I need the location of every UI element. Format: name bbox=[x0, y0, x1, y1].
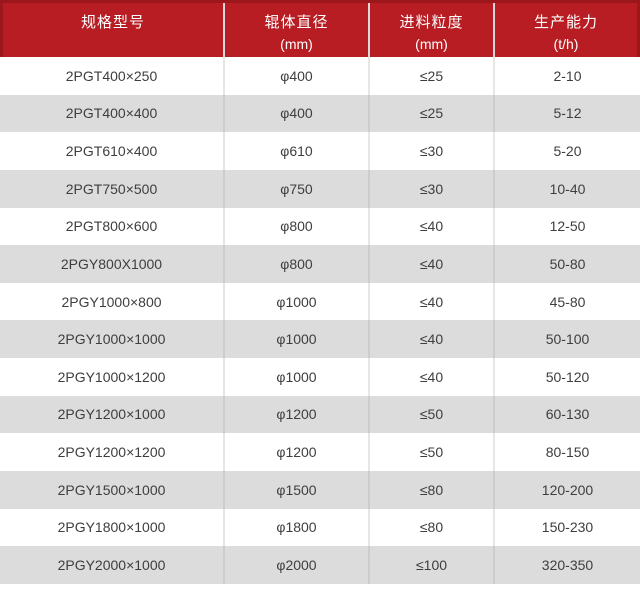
table-row: 2PGY1000×1000 φ1000 ≤40 50-100 bbox=[0, 320, 640, 358]
cell-model: 2PGY1500×1000 bbox=[0, 470, 225, 509]
table-row: 2PGY1800×1000 φ1800 ≤80 150-230 bbox=[0, 508, 640, 547]
header-label: 进料粒度 bbox=[399, 14, 464, 31]
cell-capacity: 60-130 bbox=[545, 406, 590, 423]
cell-feed-size: ≤40 bbox=[370, 282, 495, 321]
cell-capacity: 5-12 bbox=[553, 105, 582, 122]
table-row: 2PGT800×600 φ800 ≤40 12-50 bbox=[0, 207, 640, 246]
cell-feed-size: ≤40 bbox=[370, 320, 495, 358]
cell-diameter: φ2000 bbox=[225, 546, 370, 584]
header-label: 规格型号 bbox=[80, 14, 145, 31]
table-row: 2PGT610×400 φ610 ≤30 5-20 bbox=[0, 132, 640, 170]
header-col-feed-size: 进料粒度 (mm) bbox=[370, 3, 495, 57]
cell-model: 2PGT800×600 bbox=[0, 207, 225, 246]
cell-feed-size: ≤25 bbox=[370, 57, 495, 95]
table-row: 2PGY800X1000 φ800 ≤40 50-80 bbox=[0, 245, 640, 283]
cell-capacity: 150-230 bbox=[541, 519, 594, 536]
cell-diameter: φ1800 bbox=[225, 508, 370, 547]
cell-diameter: φ1200 bbox=[225, 395, 370, 434]
header-col-diameter: 辊体直径 (mm) bbox=[225, 3, 370, 57]
cell-diameter: φ1000 bbox=[225, 320, 370, 358]
cell-feed-size: ≤80 bbox=[370, 508, 495, 547]
cell-model: 2PGY800X1000 bbox=[0, 245, 225, 283]
cell-feed-size: ≤30 bbox=[370, 169, 495, 208]
cell-feed-size: ≤40 bbox=[370, 207, 495, 246]
header-unit: (mm) bbox=[415, 36, 448, 52]
cell-model: 2PGT610×400 bbox=[0, 132, 225, 170]
table-row: 2PGY1000×1200 φ1000 ≤40 50-120 bbox=[0, 358, 640, 396]
header-label: 生产能力 bbox=[533, 14, 598, 31]
cell-feed-size: ≤80 bbox=[370, 470, 495, 509]
cell-capacity: 50-100 bbox=[545, 331, 590, 348]
table-row: 2PGT400×250 φ400 ≤25 2-10 bbox=[0, 57, 640, 95]
cell-capacity: 120-200 bbox=[541, 481, 594, 498]
table-row: 2PGY2000×1000 φ2000 ≤100 320-350 bbox=[0, 546, 640, 584]
cell-model: 2PGY2000×1000 bbox=[0, 546, 225, 584]
cell-capacity: 12-50 bbox=[549, 218, 586, 235]
cell-model: 2PGY1000×800 bbox=[0, 282, 225, 321]
header-label: 辊体直径 bbox=[264, 14, 329, 31]
table-row: 2PGY1200×1200 φ1200 ≤50 80-150 bbox=[0, 433, 640, 471]
cell-capacity: 10-40 bbox=[549, 180, 586, 197]
cell-capacity: 5-20 bbox=[553, 143, 582, 160]
cell-capacity: 45-80 bbox=[549, 293, 586, 310]
cell-diameter: φ400 bbox=[225, 57, 370, 95]
table-header-row: 规格型号 辊体直径 (mm) 进料粒度 (mm) 生产能力 (t/h) bbox=[0, 0, 640, 57]
cell-diameter: φ400 bbox=[225, 94, 370, 133]
cell-diameter: φ800 bbox=[225, 207, 370, 246]
cell-diameter: φ1000 bbox=[225, 358, 370, 396]
header-col-model: 规格型号 bbox=[3, 3, 225, 57]
header-unit: (mm) bbox=[280, 36, 313, 52]
cell-feed-size: ≤30 bbox=[370, 132, 495, 170]
cell-capacity: 320-350 bbox=[541, 556, 594, 573]
cell-diameter: φ610 bbox=[225, 132, 370, 170]
cell-diameter: φ800 bbox=[225, 245, 370, 283]
header-col-capacity: 生产能力 (t/h) bbox=[495, 3, 637, 57]
cell-model: 2PGT400×400 bbox=[0, 94, 225, 133]
cell-feed-size: ≤100 bbox=[370, 546, 495, 584]
cell-model: 2PGT400×250 bbox=[0, 57, 225, 95]
cell-feed-size: ≤50 bbox=[370, 433, 495, 471]
table-row: 2PGT750×500 φ750 ≤30 10-40 bbox=[0, 169, 640, 208]
header-unit: (t/h) bbox=[553, 36, 579, 52]
cell-model: 2PGT750×500 bbox=[0, 169, 225, 208]
cell-capacity: 80-150 bbox=[545, 444, 590, 461]
cell-capacity: 2-10 bbox=[553, 67, 582, 84]
cell-model: 2PGY1200×1000 bbox=[0, 395, 225, 434]
cell-diameter: φ1500 bbox=[225, 470, 370, 509]
cell-feed-size: ≤25 bbox=[370, 94, 495, 133]
table-row: 2PGY1200×1000 φ1200 ≤50 60-130 bbox=[0, 395, 640, 434]
cell-model: 2PGY1200×1200 bbox=[0, 433, 225, 471]
cell-model: 2PGY1800×1000 bbox=[0, 508, 225, 547]
table-row: 2PGT400×400 φ400 ≤25 5-12 bbox=[0, 94, 640, 133]
cell-feed-size: ≤50 bbox=[370, 395, 495, 434]
table-body: 2PGT400×250 φ400 ≤25 2-10 2PGT400×400 φ4… bbox=[0, 57, 640, 584]
cell-feed-size: ≤40 bbox=[370, 358, 495, 396]
cell-capacity: 50-80 bbox=[549, 255, 586, 272]
cell-diameter: φ750 bbox=[225, 169, 370, 208]
cell-model: 2PGY1000×1200 bbox=[0, 358, 225, 396]
cell-diameter: φ1200 bbox=[225, 433, 370, 471]
cell-feed-size: ≤40 bbox=[370, 245, 495, 283]
cell-diameter: φ1000 bbox=[225, 282, 370, 321]
cell-model: 2PGY1000×1000 bbox=[0, 320, 225, 358]
table-row: 2PGY1500×1000 φ1500 ≤80 120-200 bbox=[0, 470, 640, 509]
cell-capacity: 50-120 bbox=[545, 368, 590, 385]
table-row: 2PGY1000×800 φ1000 ≤40 45-80 bbox=[0, 282, 640, 321]
